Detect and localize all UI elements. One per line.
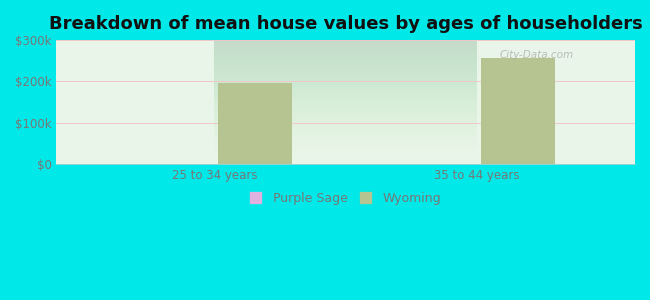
Bar (481, 58, 554, 164)
Text: City-Data.com: City-Data.com (500, 50, 574, 60)
Legend: Purple Sage, Wyoming: Purple Sage, Wyoming (245, 187, 447, 210)
Title: Breakdown of mean house values by ages of householders: Breakdown of mean house values by ages o… (49, 15, 643, 33)
Bar (218, 83, 292, 164)
